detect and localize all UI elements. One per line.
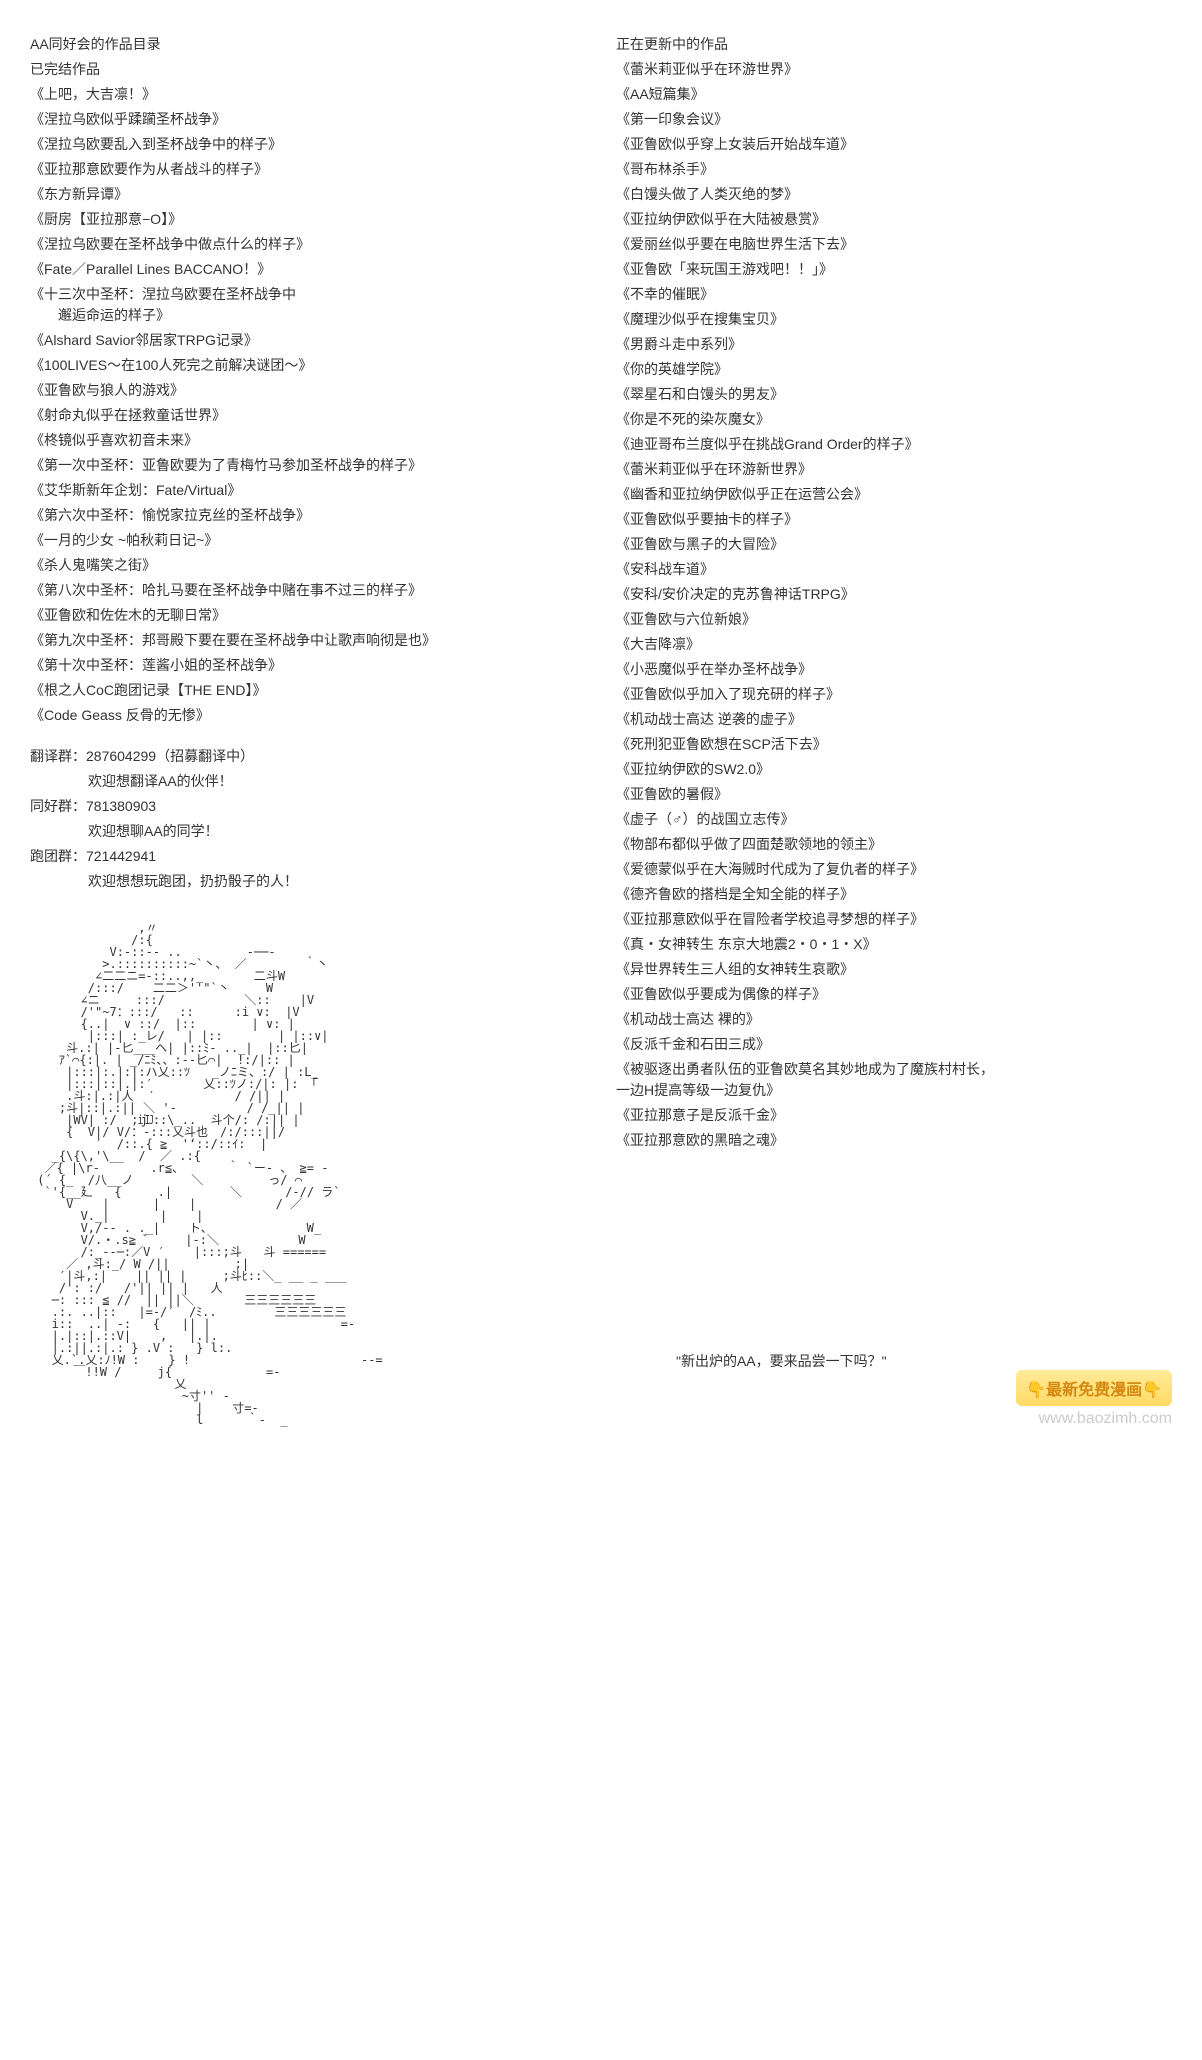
list-item: 《真・女神转生 东京大地震2・0・1・X》 xyxy=(616,934,1172,955)
list-item: 《虚子（♂）的战国立志传》 xyxy=(616,809,1172,830)
list-item: 《Code Geass 反骨的无惨》 xyxy=(30,705,586,726)
list-item: 《涅拉乌欧要乱入到圣杯战争中的样子》 xyxy=(30,134,586,155)
quote-text: "新出炉的AA，要来品尝一下吗？" xyxy=(616,1351,1172,1371)
list-item: 《反派千金和石田三成》 xyxy=(616,1034,1172,1055)
list-item: 《亚鲁欧与狼人的游戏》 xyxy=(30,380,586,401)
list-item: 《Fate／Parallel Lines BACCANO！》 xyxy=(30,259,586,280)
list-item: 《安科战车道》 xyxy=(616,559,1172,580)
list-item: 《你的英雄学院》 xyxy=(616,359,1172,380)
list-item: 《上吧，大吉凛！》 xyxy=(30,84,586,105)
ongoing-list: 《蕾米莉亚似乎在环游世界》《AA短篇集》《第一印象会议》《亚鲁欧似乎穿上女装后开… xyxy=(616,59,1172,1151)
catalog-title: AA同好会的作品目录 xyxy=(30,34,586,55)
list-item: 《翠星石和白馒头的男友》 xyxy=(616,384,1172,405)
list-item: 《机动战士高达 裸的》 xyxy=(616,1009,1172,1030)
list-item: 《亚鲁欧与黑子的大冒险》 xyxy=(616,534,1172,555)
list-item: 《Alshard Savior邻居家TRPG记录》 xyxy=(30,330,586,351)
list-item: 《第九次中圣杯：邦哥殿下要在要在圣杯战争中让歌声响彻是也》 xyxy=(30,630,586,651)
group-sub: 欢迎想聊AA的同学！ xyxy=(30,821,586,842)
ascii-art: ,〃 /:{ V:-::‐- .. -──- >.::::::::::~`丶、 … xyxy=(30,922,586,1426)
list-item: 《白馒头做了人类灭绝的梦》 xyxy=(616,184,1172,205)
list-item: 《亚鲁欧的暑假》 xyxy=(616,784,1172,805)
list-item: 《亚鲁欧似乎穿上女装后开始战车道》 xyxy=(616,134,1172,155)
list-item: 《根之人CoC跑团记录【THE END】》 xyxy=(30,680,586,701)
group-label: 跑团群：721442941 xyxy=(30,846,586,867)
list-item: 《亚拉纳伊欧的SW2.0》 xyxy=(616,759,1172,780)
completed-list: 《上吧，大吉凛！》《涅拉乌欧似乎蹂躏圣杯战争》《涅拉乌欧要乱入到圣杯战争中的样子… xyxy=(30,84,586,726)
list-item: 《亚拉那意欧似乎在冒险者学校追寻梦想的样子》 xyxy=(616,909,1172,930)
list-item: 《亚鲁欧与六位新娘》 xyxy=(616,609,1172,630)
list-item: 《AA短篇集》 xyxy=(616,84,1172,105)
list-item: 《异世界转生三人组的女神转生哀歌》 xyxy=(616,959,1172,980)
group-label: 翻译群：287604299（招募翻译中） xyxy=(30,746,586,767)
list-item: 《被驱逐出勇者队伍的亚鲁欧莫名其妙地成为了魔族村村长，一边H提高等级一边复仇》 xyxy=(616,1059,1172,1101)
list-item: 《杀人鬼嘴笑之街》 xyxy=(30,555,586,576)
list-item: 《亚拉那意欧要作为从者战斗的样子》 xyxy=(30,159,586,180)
list-item: 《不幸的催眠》 xyxy=(616,284,1172,305)
list-item: 《柊镜似乎喜欢初音未来》 xyxy=(30,430,586,451)
list-item: 《100LIVES～在100人死完之前解决谜团～》 xyxy=(30,355,586,376)
list-item: 《厨房【亚拉那意−O】》 xyxy=(30,209,586,230)
list-item: 《爱德蒙似乎在大海贼时代成为了复仇者的样子》 xyxy=(616,859,1172,880)
list-item: 《一月的少女 ~帕秋莉日记~》 xyxy=(30,530,586,551)
list-item: 《德齐鲁欧的搭档是全知全能的样子》 xyxy=(616,884,1172,905)
list-item: 《亚拉纳伊欧似乎在大陆被悬赏》 xyxy=(616,209,1172,230)
group-info: 翻译群：287604299（招募翻译中） 欢迎想翻译AA的伙伴！ 同好群：78138… xyxy=(30,746,586,892)
list-item: 《亚鲁欧似乎要成为偶像的样子》 xyxy=(616,984,1172,1005)
list-item: 《蕾米莉亚似乎在环游世界》 xyxy=(616,59,1172,80)
list-item: 《你是不死的染灰魔女》 xyxy=(616,409,1172,430)
list-item: 《艾华斯新年企划：Fate/Virtual》 xyxy=(30,480,586,501)
list-item: 《哥布林杀手》 xyxy=(616,159,1172,180)
group-sub: 欢迎想翻译AA的伙伴！ xyxy=(30,771,586,792)
list-item: 《亚拉那意欧的黑暗之魂》 xyxy=(616,1130,1172,1151)
list-item: 《亚鲁欧似乎要抽卡的样子》 xyxy=(616,509,1172,530)
list-item: 《第一次中圣杯：亚鲁欧要为了青梅竹马参加圣杯战争的样子》 xyxy=(30,455,586,476)
list-item: 《第十次中圣杯：莲酱小姐的圣杯战争》 xyxy=(30,655,586,676)
list-item: 《第六次中圣杯：愉悦家拉克丝的圣杯战争》 xyxy=(30,505,586,526)
completed-subtitle: 已完结作品 xyxy=(30,59,586,80)
group-sub: 欢迎想想玩跑团，扔扔骰子的人！ xyxy=(30,871,586,892)
list-item: 《蕾米莉亚似乎在环游新世界》 xyxy=(616,459,1172,480)
list-item: 《十三次中圣杯：涅拉乌欧要在圣杯战争中 邂逅命运的样子》 xyxy=(30,284,586,326)
group-label: 同好群：781380903 xyxy=(30,796,586,817)
list-item: 《第一印象会议》 xyxy=(616,109,1172,130)
list-item: 《涅拉乌欧要在圣杯战争中做点什么的样子》 xyxy=(30,234,586,255)
list-item: 《亚鲁欧和佐佐木的无聊日常》 xyxy=(30,605,586,626)
list-item: 《爱丽丝似乎要在电脑世界生活下去》 xyxy=(616,234,1172,255)
list-item: 《幽香和亚拉纳伊欧似乎正在运营公会》 xyxy=(616,484,1172,505)
list-item: 《安科/安价决定的克苏鲁神话TRPG》 xyxy=(616,584,1172,605)
list-item: 《涅拉乌欧似乎蹂躏圣杯战争》 xyxy=(30,109,586,130)
list-item: 《东方新异谭》 xyxy=(30,184,586,205)
list-item: 《射命丸似乎在拯救童话世界》 xyxy=(30,405,586,426)
list-item: 《第八次中圣杯：哈扎马要在圣杯战争中赌在事不过三的样子》 xyxy=(30,580,586,601)
list-item: 《物部布都似乎做了四面楚歌领地的领主》 xyxy=(616,834,1172,855)
watermark-badge: 👇最新免费漫画👇 xyxy=(1016,1370,1172,1406)
list-item: 《死刑犯亚鲁欧想在SCP活下去》 xyxy=(616,734,1172,755)
list-item: 《亚鲁欧似乎加入了现充研的样子》 xyxy=(616,684,1172,705)
list-item: 《小恶魔似乎在举办圣杯战争》 xyxy=(616,659,1172,680)
list-item: 《亚拉那意子是反派千金》 xyxy=(616,1105,1172,1126)
list-item: 《男爵斗走中系列》 xyxy=(616,334,1172,355)
watermark: 👇最新免费漫画👇 www.baozimh.com xyxy=(1016,1370,1172,1428)
watermark-url: www.baozimh.com xyxy=(1016,1410,1172,1428)
list-item: 《大吉降凛》 xyxy=(616,634,1172,655)
ongoing-title: 正在更新中的作品 xyxy=(616,34,1172,55)
list-item: 《亚鲁欧「来玩国王游戏吧！！」》 xyxy=(616,259,1172,280)
list-item: 《机动战士高达 逆袭的虚子》 xyxy=(616,709,1172,730)
list-item: 《迪亚哥布兰度似乎在挑战Grand Order的样子》 xyxy=(616,434,1172,455)
list-item: 《魔理沙似乎在搜集宝贝》 xyxy=(616,309,1172,330)
